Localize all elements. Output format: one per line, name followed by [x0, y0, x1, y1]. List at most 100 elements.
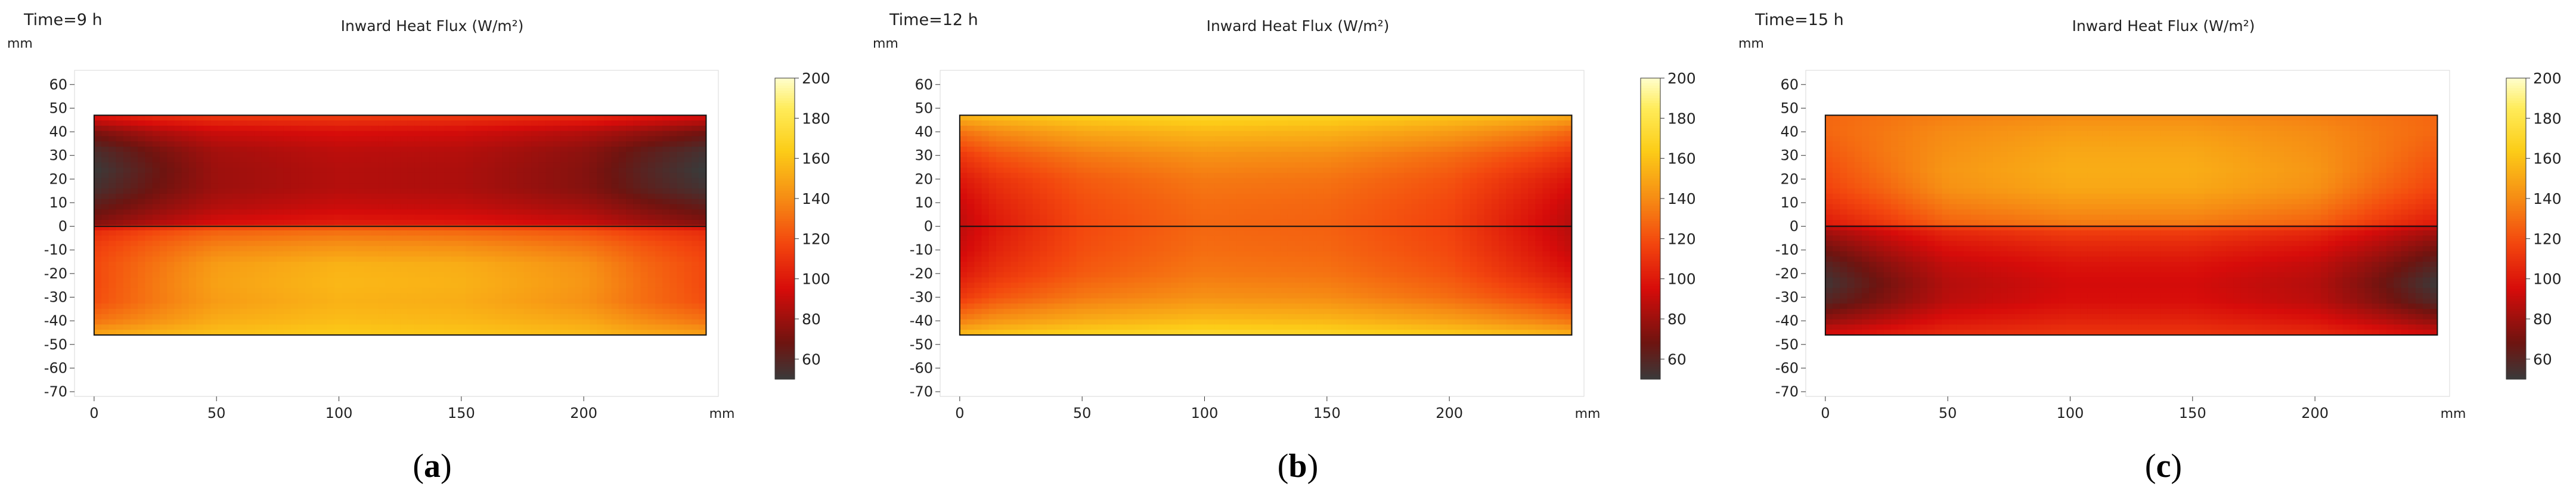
heat-cell — [94, 151, 102, 158]
heat-cell — [174, 235, 182, 241]
heat-cell — [444, 188, 452, 194]
heat-cell — [1236, 120, 1245, 126]
heat-cell — [1200, 141, 1208, 147]
heat-cell — [240, 240, 248, 247]
colorbar-segment — [775, 291, 795, 294]
heat-cell — [1090, 141, 1099, 147]
heat-cell — [269, 266, 277, 273]
heat-cell — [152, 199, 160, 205]
heat-cell — [1142, 131, 1150, 137]
heat-cell — [312, 215, 321, 221]
heat-cell — [196, 293, 204, 299]
heat-cell — [1025, 151, 1033, 158]
heat-cell — [597, 309, 605, 315]
heat-cell — [240, 287, 248, 294]
heat-cell — [312, 240, 321, 247]
heat-cell — [1112, 120, 1121, 126]
heat-cell — [1069, 146, 1077, 153]
heat-cell — [233, 125, 240, 132]
heat-cell — [203, 298, 211, 304]
heat-cell — [356, 168, 364, 173]
heat-cell — [174, 146, 182, 153]
heat-cell — [473, 151, 481, 158]
heat-cell — [123, 199, 131, 205]
heat-cell — [371, 246, 379, 252]
heat-cell — [181, 162, 190, 168]
heat-cell — [692, 298, 699, 304]
heat-cell — [312, 125, 321, 132]
heat-cell — [1477, 146, 1485, 153]
heat-cell — [1295, 172, 1303, 179]
heat-cell — [662, 172, 670, 179]
heat-cell — [152, 251, 160, 257]
heat-cell — [196, 256, 204, 262]
heat-cell — [334, 151, 342, 158]
heat-cell — [1010, 125, 1019, 132]
heat-cell — [1447, 141, 1456, 147]
heat-cell — [466, 314, 473, 320]
heat-cell — [320, 309, 328, 315]
heat-cell — [1440, 178, 1449, 184]
heat-cell — [298, 293, 306, 299]
heat-cell — [1484, 157, 1492, 163]
heat-cell — [1287, 168, 1295, 173]
heat-cell — [167, 136, 175, 142]
heat-cell — [553, 330, 561, 336]
heat-cell — [1127, 125, 1135, 132]
heat-cell — [1164, 168, 1171, 173]
colorbar-segment — [775, 374, 795, 377]
heat-cell — [364, 168, 371, 173]
heat-cell — [473, 136, 481, 142]
heat-cell — [655, 309, 663, 315]
heat-cell — [159, 209, 168, 215]
heat-cell — [283, 183, 292, 189]
heat-cell — [385, 225, 393, 231]
heat-cell — [407, 303, 416, 309]
heat-cell — [516, 266, 525, 273]
heat-cell — [414, 183, 423, 189]
heat-cell — [473, 230, 481, 236]
heat-cell — [247, 215, 255, 221]
heat-cell — [188, 199, 197, 205]
heat-cell — [378, 204, 386, 210]
heat-cell — [1266, 183, 1273, 189]
heat-cell — [1411, 136, 1419, 142]
heat-cell — [959, 136, 968, 142]
heat-cell — [473, 293, 481, 299]
heat-cell — [385, 283, 393, 289]
heat-cell — [1222, 178, 1230, 184]
heat-cell — [1287, 183, 1295, 189]
heat-cell — [531, 204, 539, 210]
heat-cell — [1455, 131, 1463, 137]
heat-cell — [210, 246, 219, 252]
heat-cell — [1338, 162, 1347, 168]
heat-cell — [1134, 120, 1142, 126]
heat-cell — [1025, 168, 1033, 173]
heat-cell — [1164, 157, 1171, 163]
heat-cell — [240, 131, 248, 137]
heat-cell — [1484, 162, 1492, 168]
heat-cell — [480, 204, 488, 210]
heat-cell — [611, 115, 619, 121]
heat-cell — [159, 120, 168, 126]
heat-cell — [261, 230, 269, 236]
heat-cell — [611, 199, 619, 205]
heat-cell — [421, 193, 430, 200]
heat-cell — [261, 287, 269, 294]
heat-cell — [400, 204, 408, 210]
heat-cell — [356, 277, 364, 283]
heat-cell — [240, 266, 248, 273]
heat-cell — [94, 251, 102, 257]
heat-cell — [647, 277, 656, 283]
heat-cell — [604, 151, 612, 158]
heat-cell — [421, 262, 430, 268]
heat-cell — [538, 251, 547, 257]
heat-cell — [1149, 151, 1157, 158]
heat-cell — [1061, 151, 1070, 158]
heat-cell — [516, 314, 525, 320]
heat-cell — [1098, 141, 1106, 147]
heat-cell — [188, 314, 197, 320]
heat-cell — [94, 324, 102, 330]
heat-cell — [240, 172, 248, 179]
heat-cell — [152, 330, 160, 336]
